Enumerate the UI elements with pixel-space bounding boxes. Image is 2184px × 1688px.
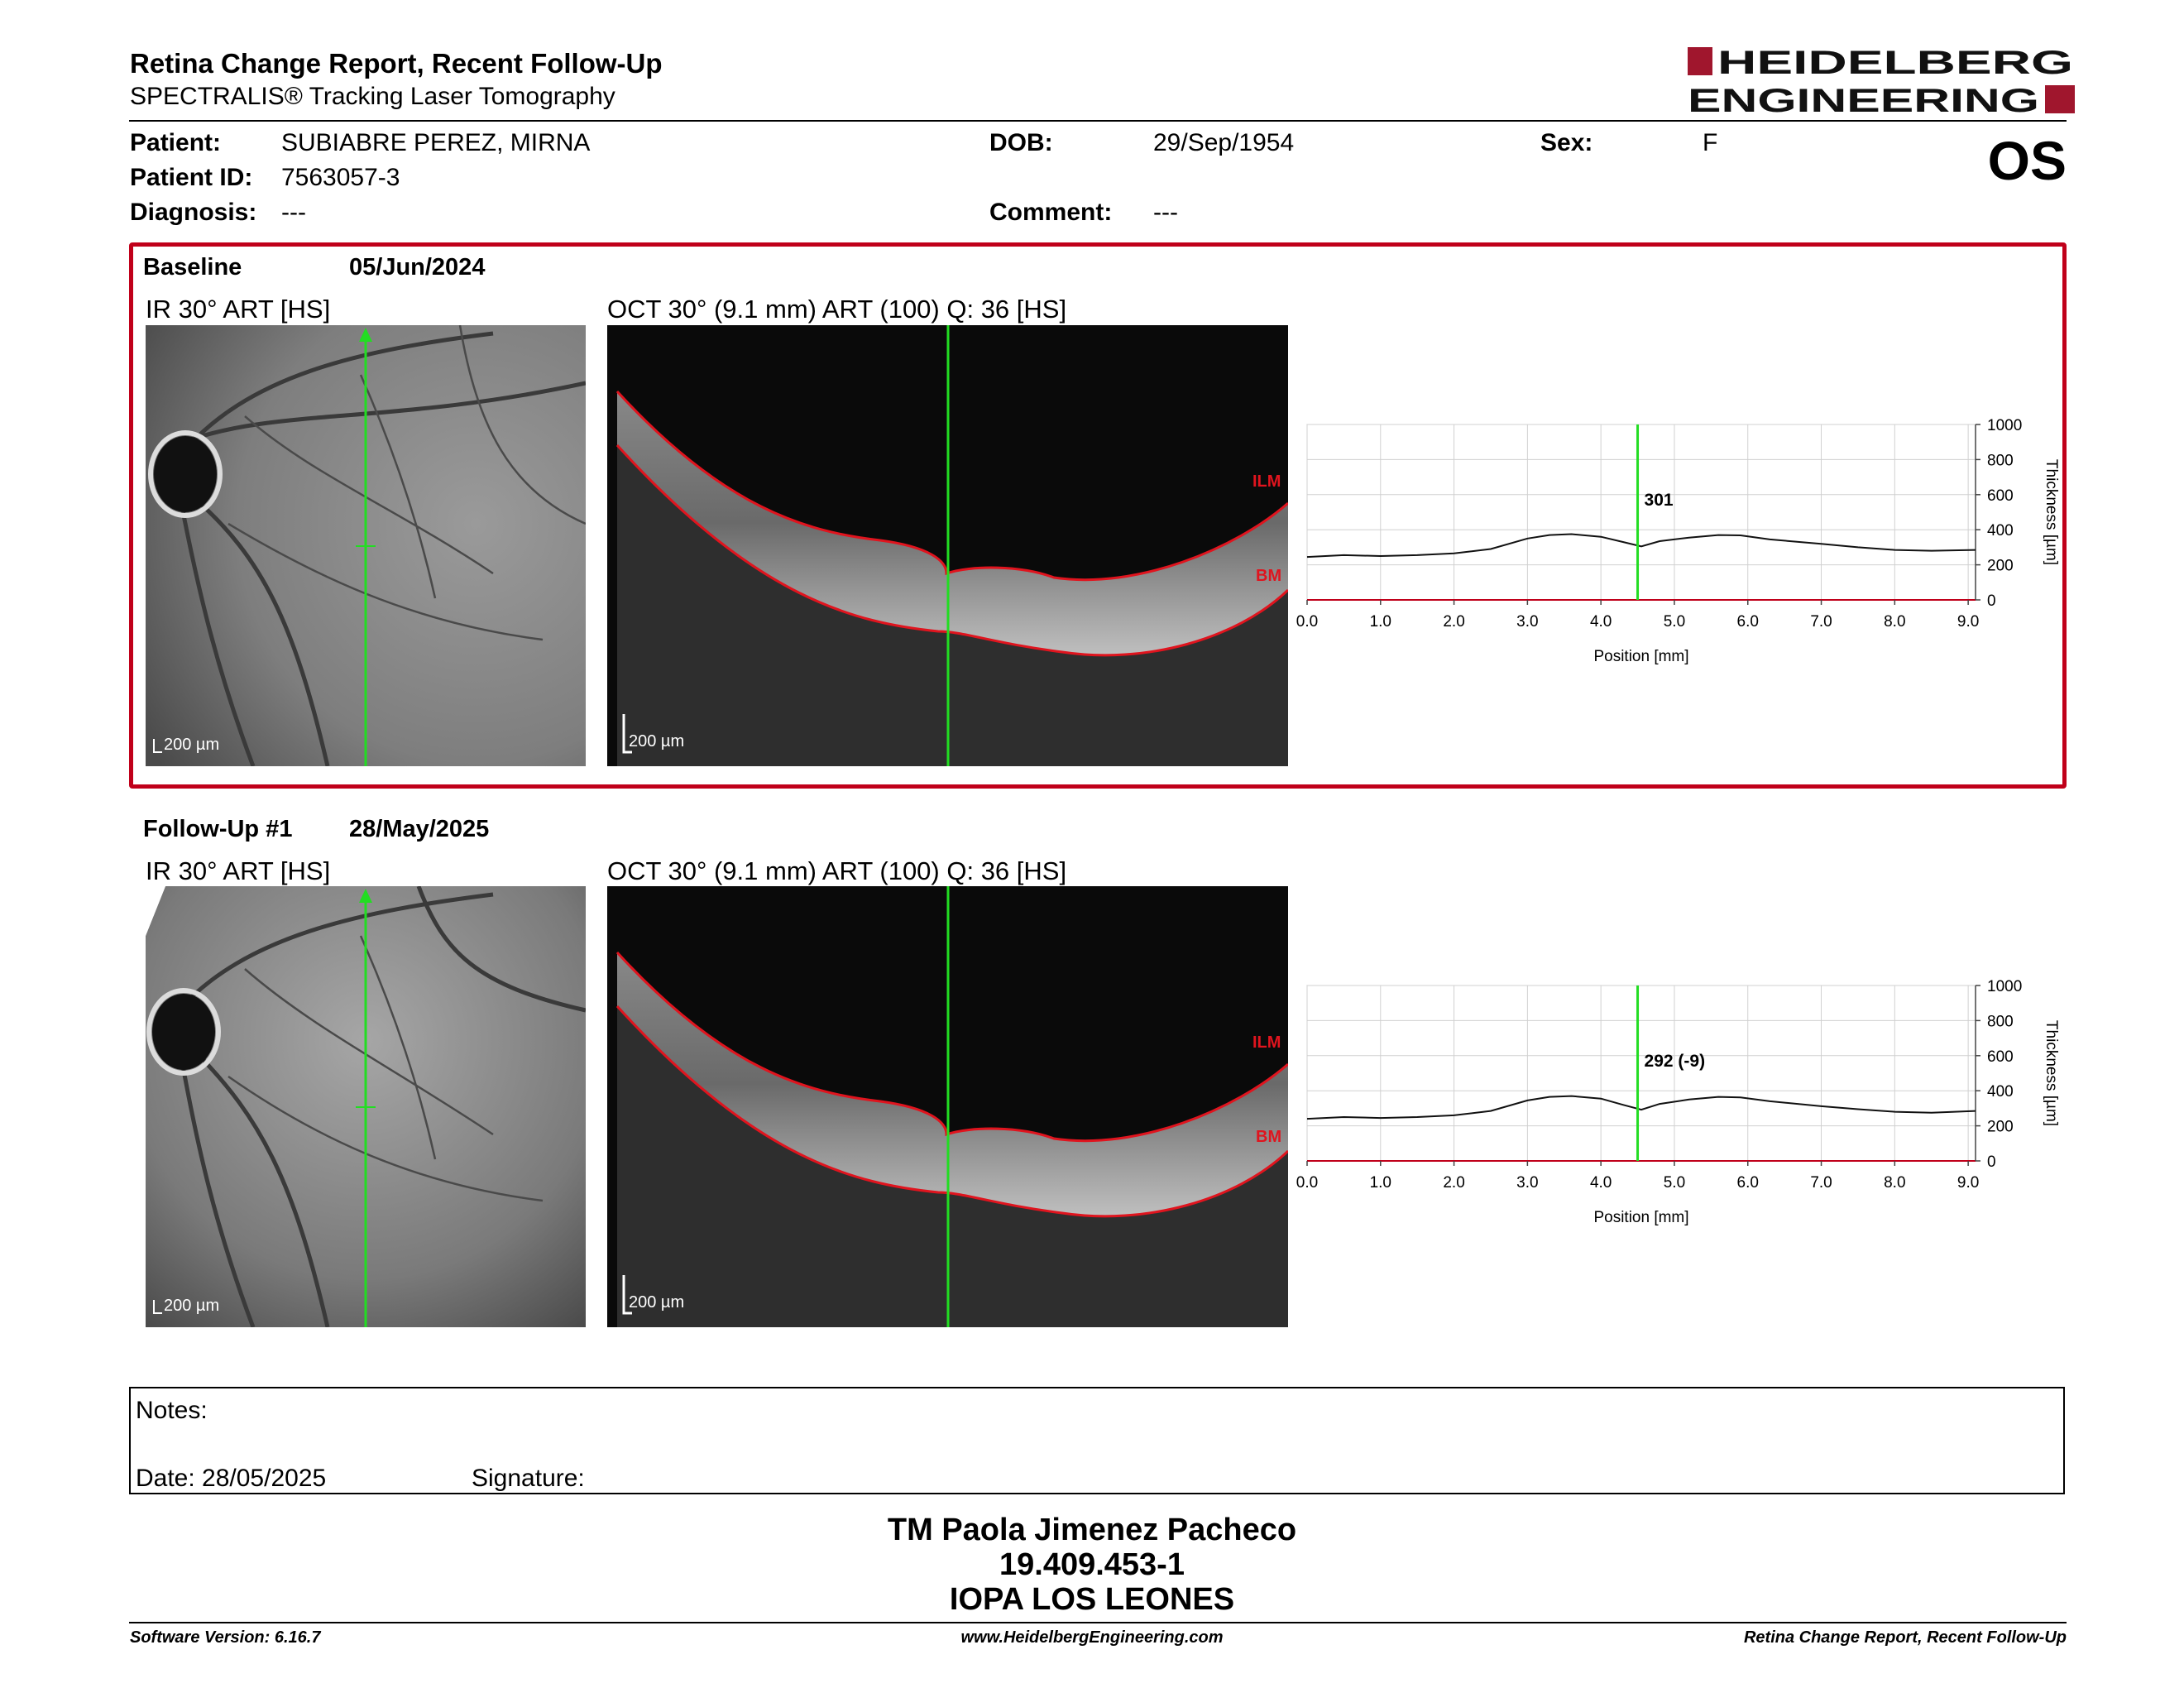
followup-label: Follow-Up #1: [143, 816, 293, 842]
x-tick-label: 6.0: [1737, 1174, 1759, 1192]
baseline-ir-fundus-image: 200 µm: [146, 325, 586, 766]
sex-label: Sex:: [1540, 129, 1593, 156]
y-tick-label: 800: [1987, 1013, 2014, 1030]
x-tick-label: 5.0: [1664, 613, 1685, 631]
baseline-thickness-chart: 0.0 1.0 2.0 3.0 4.0 5.0 6.0 7.0 8.0 9.0 0 200 400 600…: [1296, 417, 2060, 665]
footer-software-version: Software Version: 6.16.7: [130, 1628, 321, 1647]
dob-label: DOB:: [989, 129, 1053, 156]
comment-label: Comment:: [989, 199, 1113, 226]
x-tick-label: 9.0: [1957, 1174, 1979, 1192]
followup-oct-bscan-image: ILM BM 200 µm: [607, 886, 1288, 1327]
signatory-name: TM Paola Jimenez Pacheco: [887, 1513, 1297, 1547]
baseline-oct-bscan-image: ILM BM 200 µm: [607, 325, 1288, 766]
baseline-ir-caption: IR 30° ART [HS]: [146, 295, 331, 324]
y-tick-label: 200: [1987, 1119, 2014, 1136]
chart-plot-area: [1306, 985, 1976, 1162]
x-tick-label: 3.0: [1516, 1174, 1538, 1192]
y-axis-label: Thickness [µm]: [2043, 1020, 2060, 1126]
patient-name: SUBIABRE PEREZ, MIRNA: [281, 129, 591, 156]
signature-label: Signature:: [472, 1465, 585, 1492]
patient-label: Patient:: [130, 129, 222, 156]
x-tick-label: 6.0: [1737, 613, 1759, 631]
followup-ilm-label: ILM: [1252, 1033, 1281, 1052]
position-marker-value: 292 (-9): [1645, 1052, 1706, 1071]
diagnosis-value: ---: [281, 199, 306, 226]
heidelberg-logo: HEIDELBERG ENGINEERING: [1688, 46, 2075, 117]
notes-label: Notes:: [136, 1397, 208, 1424]
eye-indicator: OS: [1987, 130, 2067, 191]
x-axis-label: Position [mm]: [1593, 1209, 1688, 1226]
x-tick-label: 7.0: [1810, 1174, 1832, 1192]
patient-id-value: 7563057-3: [281, 164, 400, 191]
thickness-series-line: [1306, 1095, 1976, 1120]
logo-line2: ENGINEERING: [1688, 83, 2039, 117]
thickness-series-line: [1306, 533, 1976, 559]
baseline-oct-scale: 200 µm: [629, 732, 684, 750]
y-axis-label: Thickness [µm]: [2043, 459, 2060, 565]
x-tick-label: 1.0: [1370, 613, 1391, 631]
x-tick-label: 2.0: [1443, 1174, 1464, 1192]
notes-date: Date: 28/05/2025: [136, 1465, 327, 1492]
report-subtitle: SPECTRALIS® Tracking Laser Tomography: [130, 83, 615, 110]
x-tick-label: 3.0: [1516, 613, 1538, 631]
followup-ir-caption: IR 30° ART [HS]: [146, 856, 331, 885]
x-tick-label: 1.0: [1370, 1174, 1391, 1192]
x-tick-label: 0.0: [1296, 1174, 1318, 1192]
y-tick-label: 1000: [1987, 417, 2022, 434]
followup-ir-fundus-image: 200 µm: [146, 886, 586, 1327]
x-tick-label: 2.0: [1443, 613, 1464, 631]
position-marker-value: 301: [1645, 491, 1674, 510]
baseline-section-frame: [129, 242, 2067, 789]
y-tick-label: 400: [1987, 522, 2014, 539]
y-tick-label: 200: [1987, 558, 2014, 575]
y-tick-label: 1000: [1987, 978, 2022, 995]
logo-line1: HEIDELBERG: [1717, 46, 2073, 81]
chart-plot-area: [1306, 424, 1976, 601]
baseline-ir-scale: 200 µm: [164, 736, 219, 754]
x-tick-label: 7.0: [1810, 613, 1832, 631]
footer-report-name: Retina Change Report, Recent Follow-Up: [1743, 1628, 2067, 1647]
baseline-oct-caption: OCT 30° (9.1 mm) ART (100) Q: 36 [HS]: [607, 295, 1067, 324]
x-tick-label: 4.0: [1590, 1174, 1612, 1192]
y-tick-label: 0: [1987, 1153, 1996, 1171]
followup-bm-label: BM: [1256, 1128, 1281, 1146]
x-tick-label: 4.0: [1590, 613, 1612, 631]
baseline-date: 05/Jun/2024: [349, 254, 486, 281]
followup-oct-scale: 200 µm: [629, 1293, 684, 1312]
patient-id-label: Patient ID:: [130, 164, 253, 191]
x-tick-label: 5.0: [1664, 1174, 1685, 1192]
followup-ir-scale: 200 µm: [164, 1297, 219, 1315]
footer-website-link: www.HeidelbergEngineering.com: [960, 1628, 1224, 1647]
followup-thickness-chart: 0.0 1.0 2.0 3.0 4.0 5.0 6.0 7.0 8.0 9.0 0 200 400 600…: [1296, 978, 2060, 1226]
baseline-label: Baseline: [143, 254, 242, 281]
followup-date: 28/May/2025: [349, 816, 490, 842]
diagnosis-label: Diagnosis:: [130, 199, 257, 226]
y-tick-label: 600: [1987, 487, 2014, 505]
report-title: Retina Change Report, Recent Follow-Up: [130, 48, 663, 79]
comment-value: ---: [1153, 199, 1178, 226]
x-tick-label: 8.0: [1884, 613, 1905, 631]
signatory-org: IOPA LOS LEONES: [949, 1582, 1235, 1617]
y-tick-label: 800: [1987, 452, 2014, 469]
x-tick-label: 0.0: [1296, 613, 1318, 631]
y-tick-label: 0: [1987, 592, 1996, 610]
dob-value: 29/Sep/1954: [1153, 129, 1295, 156]
x-axis-label: Position [mm]: [1593, 648, 1688, 665]
x-tick-label: 8.0: [1884, 1174, 1905, 1192]
baseline-ilm-label: ILM: [1252, 472, 1281, 491]
y-tick-label: 400: [1987, 1083, 2014, 1101]
sex-value: F: [1703, 129, 1718, 156]
signatory-id: 19.409.453-1: [999, 1547, 1185, 1582]
x-tick-label: 9.0: [1957, 613, 1979, 631]
y-tick-label: 600: [1987, 1048, 2014, 1066]
followup-oct-caption: OCT 30° (9.1 mm) ART (100) Q: 36 [HS]: [607, 856, 1067, 885]
notes-box: [129, 1387, 2065, 1494]
baseline-bm-label: BM: [1256, 567, 1281, 585]
